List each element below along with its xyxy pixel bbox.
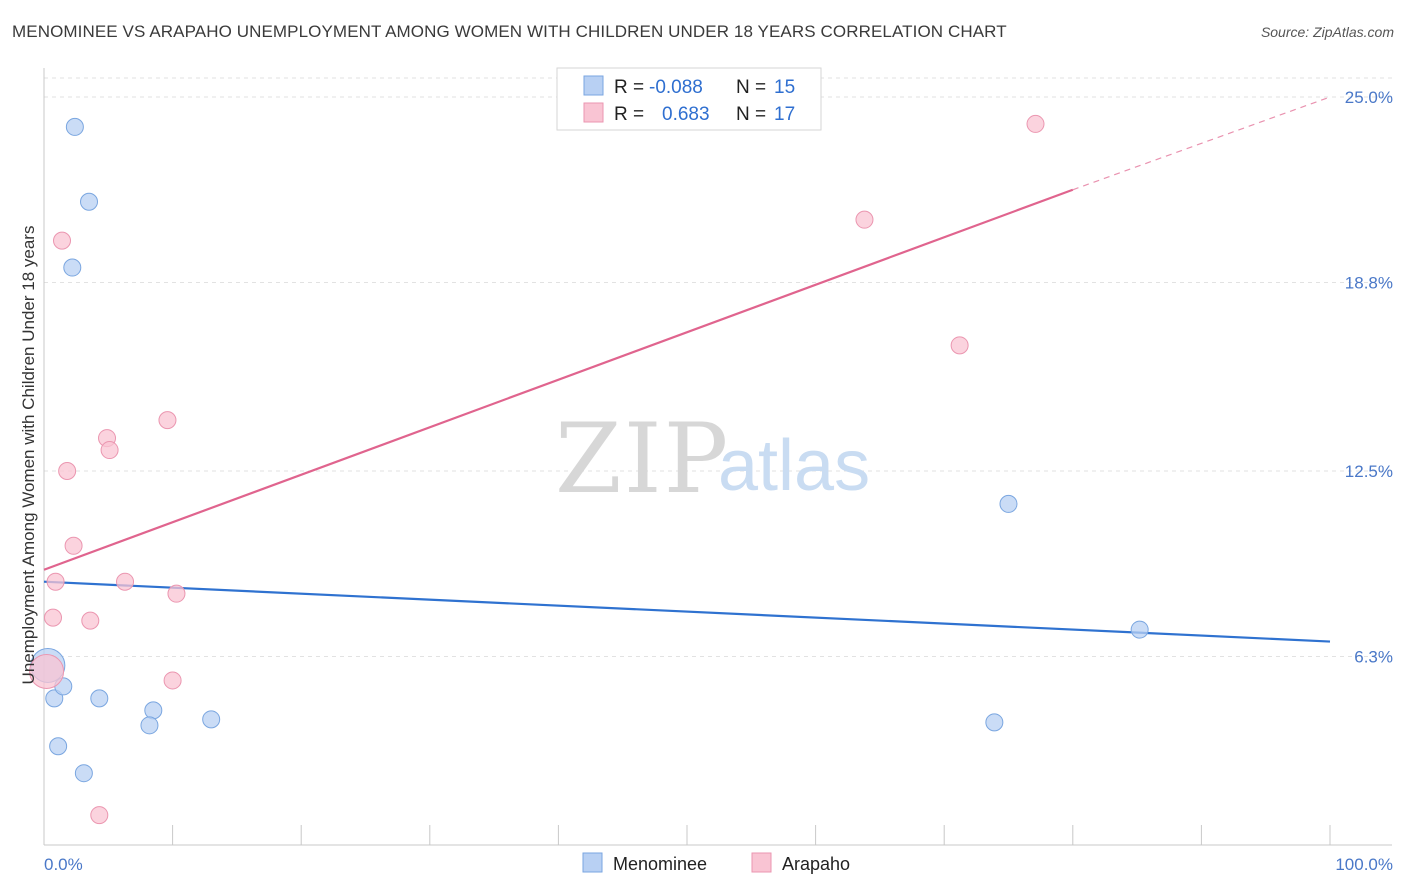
legend-n-value-arapaho: 17 — [774, 104, 795, 125]
point-arapaho — [90, 806, 109, 825]
legend-r-label-arapaho: R = — [614, 104, 644, 125]
point-menominee — [140, 716, 159, 735]
series-legend: Menominee Arapaho — [582, 852, 850, 874]
point-menominee — [1130, 620, 1149, 639]
bottom-legend-label-menominee: Menominee — [613, 854, 707, 874]
y-tick-label: 12.5% — [1345, 462, 1393, 481]
legend-swatch-menominee — [583, 75, 604, 96]
trend-line-arapaho — [43, 188, 1074, 571]
point-menominee — [63, 258, 82, 277]
legend-r-label-menominee: R = — [614, 77, 644, 98]
trend-line-menominee — [43, 580, 1331, 643]
legend-n-label-arapaho: N = — [736, 104, 766, 125]
point-menominee — [49, 737, 68, 756]
legend-n-value-menominee: 15 — [774, 77, 795, 98]
point-menominee — [90, 689, 109, 708]
legend-swatch-arapaho — [583, 102, 604, 123]
point-arapaho — [81, 611, 100, 630]
point-arapaho — [64, 536, 83, 555]
y-tick-label: 6.3% — [1354, 648, 1393, 667]
data-points — [29, 114, 1149, 825]
point-arapaho — [29, 653, 65, 689]
point-arapaho — [58, 462, 77, 480]
point-menominee — [999, 494, 1018, 513]
trend-line-extension-arapaho — [1072, 96, 1331, 191]
y-tick-label: 18.8% — [1345, 274, 1393, 293]
point-arapaho — [53, 231, 72, 250]
x-tick-label-min: 0.0% — [44, 855, 83, 874]
legend-r-value-menominee: -0.088 — [649, 77, 703, 98]
point-arapaho — [44, 608, 63, 627]
bottom-legend-swatch-menominee — [582, 852, 603, 873]
point-menominee — [144, 701, 163, 720]
point-arapaho — [100, 441, 119, 460]
axes — [43, 68, 1392, 846]
point-menominee — [202, 710, 221, 729]
tick-labels: 6.3% 12.5% 18.8% 25.0% 0.0% 100.0% — [44, 88, 1393, 874]
point-menominee — [80, 192, 99, 211]
bottom-legend-swatch-arapaho — [751, 852, 772, 873]
y-axis-label: Unemployment Among Women with Children U… — [19, 226, 38, 685]
point-arapaho — [1026, 114, 1045, 133]
point-arapaho — [167, 584, 186, 603]
point-arapaho — [163, 671, 182, 690]
correlation-legend: R = -0.088 N = 15 R = 0.683 N = 17 — [556, 67, 822, 131]
point-menominee — [45, 689, 64, 708]
y-tick-label: 25.0% — [1345, 88, 1393, 107]
watermark-atlas: atlas — [718, 426, 870, 506]
chart-title: MENOMINEE VS ARAPAHO UNEMPLOYMENT AMONG … — [12, 22, 1007, 41]
legend-n-label-menominee: N = — [736, 77, 766, 98]
point-arapaho — [116, 572, 135, 591]
trend-lines — [43, 96, 1331, 643]
point-menominee — [985, 713, 1004, 732]
grid-lines — [44, 77, 1392, 658]
point-arapaho — [950, 336, 969, 355]
x-tick-label-max: 100.0% — [1335, 855, 1393, 874]
point-arapaho — [46, 572, 65, 591]
point-menominee — [65, 117, 84, 136]
legend-r-value-arapaho: 0.683 — [662, 104, 710, 125]
point-arapaho — [855, 210, 874, 229]
point-menominee — [74, 764, 93, 783]
watermark-zip: ZIP — [555, 403, 730, 515]
bottom-legend-label-arapaho: Arapaho — [782, 854, 850, 874]
point-arapaho — [158, 411, 177, 430]
source-label: Source: ZipAtlas.com — [1260, 24, 1394, 40]
